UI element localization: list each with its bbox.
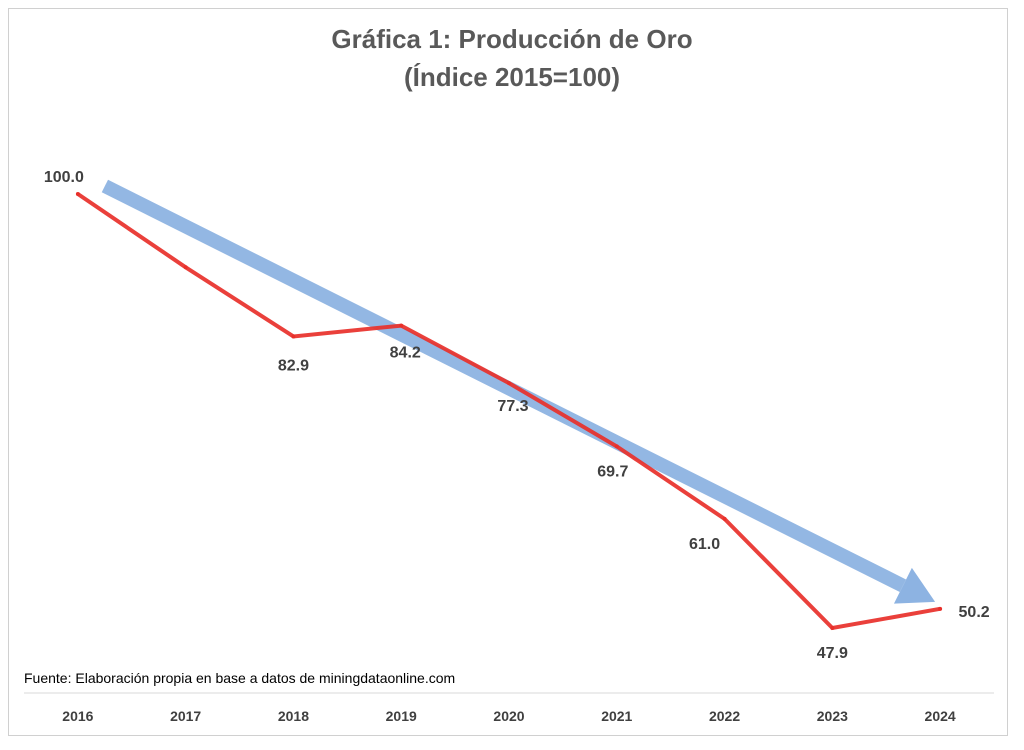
chart-frame (8, 8, 1008, 736)
x-tick-label: 2022 (709, 708, 740, 724)
chart-title: Gráfica 1: Producción de Oro (331, 24, 693, 54)
data-point (291, 334, 296, 339)
x-tick-label: 2016 (62, 708, 93, 724)
data-point (399, 323, 404, 328)
data-label: 69.7 (597, 463, 628, 480)
x-tick-label: 2020 (493, 708, 524, 724)
source-note: Fuente: Elaboración propia en base a dat… (24, 670, 456, 686)
trend-arrow-group (101, 179, 936, 604)
trend-arrow-head (893, 567, 936, 604)
data-point (75, 192, 80, 196)
data-point (938, 606, 943, 611)
x-tick-labels-group: 2016 2017 2018 2019 2020 2021 2022 2023 2024 (62, 708, 956, 724)
x-tick-label: 2024 (925, 708, 956, 724)
x-tick-label: 2019 (386, 708, 417, 724)
data-label: 84.2 (390, 345, 421, 362)
trend-arrow-shaft (101, 179, 907, 592)
x-tick-label: 2023 (817, 708, 848, 724)
x-tick-label: 2021 (601, 708, 632, 724)
data-label: 77.3 (497, 398, 528, 415)
data-point (722, 516, 727, 521)
data-labels-group: 100.0 82.9 84.2 77.3 69.7 61.0 47.9 50.2 (44, 169, 990, 662)
data-point (507, 381, 511, 386)
data-point (183, 265, 188, 270)
data-point (614, 444, 619, 449)
data-label: 82.9 (278, 357, 309, 374)
data-label: 47.9 (817, 645, 848, 662)
chart-subtitle: (Índice 2015=100) (403, 62, 621, 92)
x-tick-label: 2018 (278, 708, 309, 724)
data-label: 100.0 (44, 169, 84, 186)
data-label: 61.0 (689, 536, 720, 553)
x-tick-label: 2017 (170, 708, 201, 724)
data-label: 50.2 (959, 604, 990, 621)
series-group (75, 192, 943, 631)
data-point (830, 625, 835, 630)
